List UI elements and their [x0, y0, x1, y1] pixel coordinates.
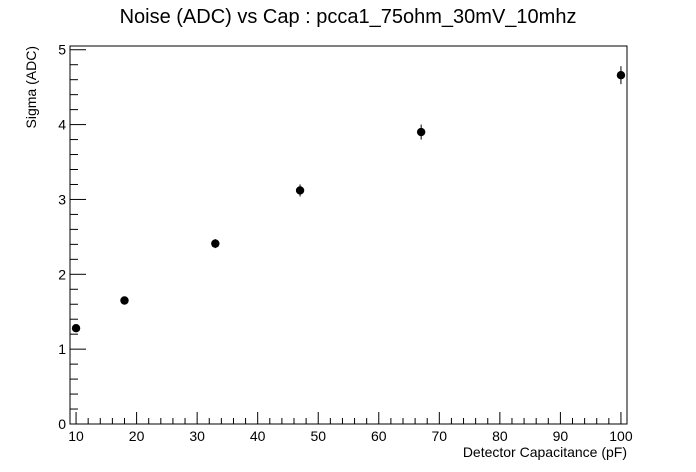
x-tick-label: 80 — [492, 428, 508, 444]
x-tick-label: 50 — [310, 428, 326, 444]
x-tick-label: 90 — [553, 428, 569, 444]
data-points — [71, 66, 626, 333]
x-tick-label: 60 — [371, 428, 387, 444]
plot-frame — [69, 45, 628, 425]
chart-title: Noise (ADC) vs Cap : pcca1_75ohm_30mV_10… — [120, 6, 577, 28]
x-axis-title: Detector Capacitance (pF) — [463, 444, 627, 460]
x-tick-label: 10 — [68, 428, 84, 444]
x-tick-label: 20 — [129, 428, 145, 444]
y-tick-label: 5 — [58, 42, 66, 58]
y-tick-label: 2 — [58, 266, 66, 282]
y-tick-label: 1 — [58, 341, 66, 357]
data-point — [416, 127, 426, 137]
x-tick-label: 100 — [609, 428, 633, 444]
data-point — [120, 296, 129, 305]
y-tick-label: 3 — [58, 191, 66, 207]
x-tick-label: 40 — [250, 428, 266, 444]
x-tick-label: 70 — [432, 428, 448, 444]
data-point — [616, 70, 626, 80]
y-tick-label: 4 — [58, 117, 66, 133]
x-tick-label: 30 — [189, 428, 205, 444]
y-axis-title: Sigma (ADC) — [23, 46, 39, 128]
x-axis: 10 20 30 40 50 60 70 80 90 100 — [68, 412, 633, 444]
data-point — [71, 323, 81, 333]
data-point — [295, 186, 305, 195]
y-axis: 0 1 2 3 4 5 — [58, 42, 86, 432]
y-tick-label: 0 — [58, 416, 66, 432]
data-point — [211, 239, 220, 248]
